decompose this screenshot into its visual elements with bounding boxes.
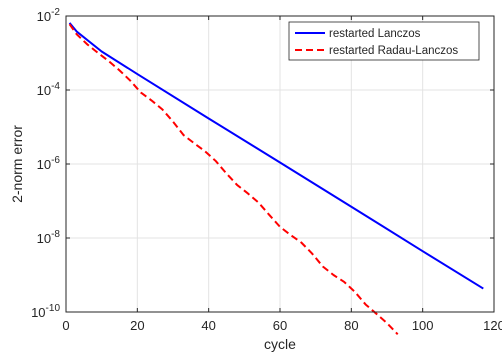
y-tick-label: 10-4 — [37, 81, 61, 98]
legend-label-1: restarted Lanczos — [329, 28, 421, 40]
x-tick-label: 120 — [483, 318, 502, 333]
y-tick-label: 10-10 — [31, 303, 60, 320]
axis-ticks: 0 20 40 60 80 100 120 10-10 10-8 10-6 10-4 10-2 — [31, 7, 502, 333]
series-line-2 — [68, 23, 399, 335]
x-tick-label: 20 — [130, 318, 144, 333]
x-tick-label: 60 — [273, 318, 287, 333]
series-lines — [68, 22, 484, 335]
y-axis-label: 2-norm error — [9, 125, 25, 203]
x-tick-label: 0 — [62, 318, 69, 333]
x-tick-label: 40 — [201, 318, 215, 333]
x-tick-label: 80 — [344, 318, 358, 333]
legend-box — [288, 21, 480, 61]
y-tick-label: 10-8 — [37, 229, 61, 246]
series-line-1 — [68, 22, 484, 290]
y-tick-label: 10-2 — [37, 7, 61, 24]
legend-label-2: restarted Radau-Lanczos — [329, 45, 458, 57]
x-tick-label: 100 — [412, 318, 434, 333]
y-tick-label: 10-6 — [37, 155, 61, 172]
x-axis-label: cycle — [264, 336, 296, 352]
legend: restarted Lanczos restarted Radau-Lanczos — [288, 21, 480, 61]
